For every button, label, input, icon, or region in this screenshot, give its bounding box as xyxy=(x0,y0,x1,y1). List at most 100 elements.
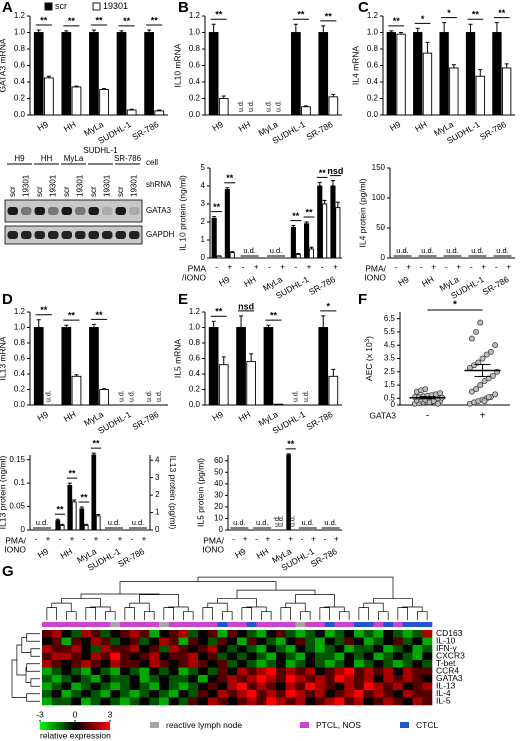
heatmap-cell xyxy=(393,652,404,661)
blot-shrna-caption: shRNA xyxy=(146,180,172,189)
value-label: u.d. xyxy=(290,515,297,527)
column-type-strip xyxy=(402,622,413,627)
y-tick-label: 2 xyxy=(201,217,206,226)
y-tick-label: 2.5 xyxy=(384,367,396,376)
heatmap-cell xyxy=(227,697,238,706)
y-tick-label: 1.2 xyxy=(14,307,26,316)
x-tick-label: HH xyxy=(413,119,429,134)
heatmap-cell xyxy=(334,667,345,676)
heatmap-cell xyxy=(383,690,394,698)
x-tick-label: - xyxy=(215,261,218,271)
heatmap-cell xyxy=(71,645,82,653)
bar xyxy=(449,67,459,116)
heatmap-cell xyxy=(227,675,238,683)
heatmap-cell xyxy=(90,630,101,638)
heatmap-cell xyxy=(207,637,218,646)
x-tick-label: H9 xyxy=(36,119,51,133)
heatmap-cell xyxy=(285,652,296,661)
x-tick-label: HH xyxy=(62,409,78,424)
blot-shrna-label: scr xyxy=(8,186,17,197)
heatmap-cell xyxy=(334,675,345,683)
blot-band xyxy=(129,207,140,215)
heatmap-cell xyxy=(256,630,267,638)
group-label: HH xyxy=(58,546,74,561)
heatmap-cell xyxy=(324,660,335,668)
x-tick-label: + xyxy=(94,533,99,543)
heatmap-cell xyxy=(324,675,335,683)
significance-label: ** xyxy=(68,16,76,26)
heatmap-cell xyxy=(373,690,384,698)
heatmap-cell xyxy=(71,690,82,698)
x-tick-label: + xyxy=(288,533,293,543)
x-tick-label: - xyxy=(301,533,304,543)
significance-label: ** xyxy=(95,310,103,320)
y-axis-label: IL4 protein (pg/ml) xyxy=(357,178,367,247)
significance-label: ** xyxy=(292,211,300,221)
data-point xyxy=(434,400,441,407)
type-legend-label: CTCL xyxy=(416,720,438,730)
bar xyxy=(44,77,54,116)
significance-label: ** xyxy=(215,10,223,20)
heatmap-cell xyxy=(393,645,404,653)
x-tick-label: SR-786 xyxy=(478,119,508,142)
bar xyxy=(308,248,314,259)
heatmap-cell xyxy=(90,660,101,668)
heatmap-cell xyxy=(334,652,345,661)
heatmap-cell xyxy=(168,645,179,653)
data-point xyxy=(475,359,482,366)
heatmap-cell xyxy=(246,667,257,676)
heatmap-cell xyxy=(256,637,267,646)
group-label: HH xyxy=(255,546,271,561)
heatmap-cell xyxy=(373,682,384,691)
heatmap-cell xyxy=(344,652,355,661)
heatmap-cell xyxy=(100,645,111,653)
heatmap-cell xyxy=(227,667,238,676)
heatmap-cell xyxy=(110,675,121,683)
heatmap-cell xyxy=(129,630,140,638)
bar xyxy=(328,375,339,406)
heatmap-cell xyxy=(246,637,257,646)
column-type-strip xyxy=(178,622,189,627)
heatmap-cell xyxy=(100,637,111,646)
bar xyxy=(79,508,85,531)
blot-shrna-label: 19301 xyxy=(48,174,57,197)
heatmap-cell xyxy=(100,690,111,698)
heatmap-cell xyxy=(178,637,189,646)
significance-label: ** xyxy=(213,202,221,212)
bar xyxy=(91,454,97,531)
blot-band xyxy=(129,231,140,239)
significance-label: * xyxy=(447,8,451,18)
y-tick-label: 5.5 xyxy=(384,327,396,336)
significance-label: ** xyxy=(287,439,295,449)
column-type-strip xyxy=(373,622,384,627)
y-tick-label: 0.0 xyxy=(189,400,201,409)
heatmap-cell xyxy=(354,645,365,653)
heatmap-cell xyxy=(276,630,287,638)
bar xyxy=(396,33,406,116)
bar xyxy=(116,32,127,116)
column-type-strip xyxy=(207,622,218,627)
heatmap-cell xyxy=(315,630,326,638)
x-tick-label: + xyxy=(307,261,312,271)
heatmap-cell xyxy=(344,630,355,638)
bar xyxy=(99,389,109,406)
heatmap-cell xyxy=(207,667,218,676)
heatmap-cell xyxy=(324,690,335,698)
heatmap-cell xyxy=(285,682,296,691)
heatmap-cell xyxy=(295,660,306,668)
column-type-strip xyxy=(71,622,82,627)
heatmap-cell xyxy=(363,675,374,683)
heatmap-cell xyxy=(188,630,199,638)
heatmap-cell xyxy=(100,682,111,691)
blot-band xyxy=(88,207,99,215)
type-legend-swatch xyxy=(300,722,309,728)
significance-label: * xyxy=(453,300,457,311)
heatmap-cell xyxy=(344,682,355,691)
blot-band xyxy=(102,231,113,239)
heatmap-cell xyxy=(207,690,218,698)
data-point xyxy=(481,378,488,385)
y-tick-label: 4 xyxy=(201,181,206,190)
y-tick-label: 0.2 xyxy=(189,385,201,394)
heatmap-cell xyxy=(61,637,72,646)
dendrogram xyxy=(358,607,369,620)
